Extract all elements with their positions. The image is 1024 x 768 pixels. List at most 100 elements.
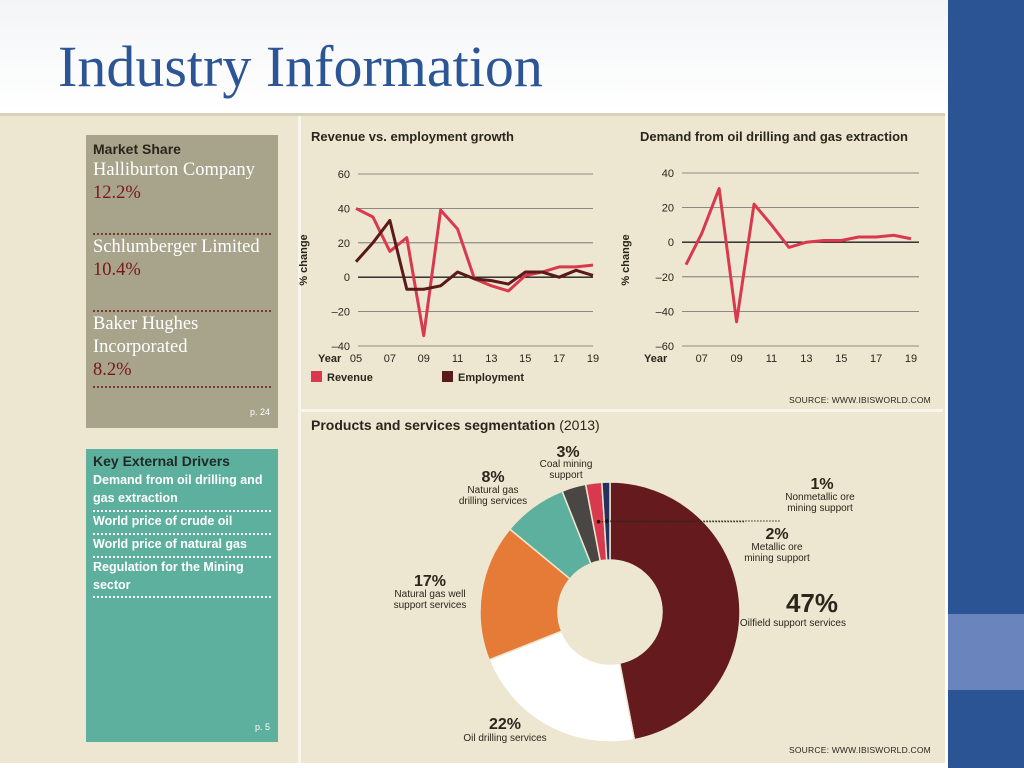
series-line-employment	[354, 218, 594, 291]
x-tick-label: 07	[696, 353, 708, 365]
driver-item: Demand from oil drilling and gas extract…	[93, 473, 263, 505]
legend-swatch-revenue	[311, 371, 322, 382]
x-tick-label: 07	[384, 353, 396, 365]
coal-pct: 3%	[556, 444, 579, 461]
demand-chart: –60 –40 –20 0 20 40 % change Year 07 09 11 13 15 17 19	[620, 168, 919, 365]
x-tick-label: 09	[418, 353, 430, 365]
x-tick-label: 19	[905, 353, 917, 365]
y-tick-label: –20	[332, 307, 350, 319]
leader-dot	[596, 519, 601, 524]
segmentation-chart-title: Products and services segmentation (2013…	[311, 417, 600, 433]
oil-drilling-pct: 22%	[489, 716, 521, 733]
company-halliburton: Halliburton Company 12.2%	[93, 159, 271, 205]
separator	[93, 556, 271, 558]
metallic-label: mining support	[744, 553, 810, 564]
gas-well-label: Natural gas well	[394, 589, 465, 600]
x-axis-label: Year	[644, 353, 668, 365]
separator	[93, 233, 271, 235]
x-tick-label: 19	[587, 353, 599, 365]
metallic-pct: 2%	[765, 526, 788, 543]
donut-slice	[488, 630, 636, 743]
gas-drilling-label: drilling services	[459, 496, 527, 507]
y-tick-label: 40	[662, 168, 674, 180]
segmentation-title-text: Products and services segmentation	[311, 417, 556, 433]
separator	[93, 310, 271, 312]
series-line-demand	[684, 187, 912, 324]
company-share: 12.2%	[93, 183, 141, 203]
gas-drilling-pct: 8%	[481, 469, 504, 486]
page-reference: p. 24	[249, 407, 270, 417]
y-tick-label: 0	[668, 237, 674, 249]
x-tick-label: 15	[835, 353, 847, 365]
y-axis-label: % change	[298, 234, 310, 285]
x-tick-label: 09	[730, 353, 742, 365]
nonmetallic-label: mining support	[787, 503, 853, 514]
x-tick-label: 15	[519, 353, 531, 365]
revenue-employment-chart: –40 –20 0 20 40 60 % change Year 05 07 09 11 13 15 17 1…	[298, 169, 599, 384]
y-tick-label: 20	[662, 203, 674, 215]
demand-chart-title: Demand from oil drilling and gas extract…	[640, 129, 908, 144]
driver-item: World price of crude oil	[93, 514, 233, 528]
key-drivers-heading: Key External Drivers	[93, 453, 230, 469]
market-share-box: Market Share Halliburton Company 12.2% S…	[86, 135, 278, 428]
company-name: Baker Hughes Incorporated	[93, 314, 199, 357]
company-baker-hughes: Baker Hughes Incorporated 8.2%	[93, 313, 271, 382]
x-axis-label: Year	[318, 353, 342, 365]
donut-slice	[479, 528, 571, 661]
y-tick-label: 20	[338, 238, 350, 250]
metallic-label: Metallic ore	[751, 542, 803, 553]
coal-label: Coal mining	[540, 459, 593, 470]
coal-label: support	[549, 470, 583, 481]
x-tick-label: 11	[452, 353, 463, 365]
oil-drilling-label: Oil drilling services	[463, 733, 546, 744]
revenue-chart-title: Revenue vs. employment growth	[311, 129, 514, 144]
panel-top-rule	[0, 113, 945, 116]
company-share: 8.2%	[93, 360, 132, 380]
x-tick-label: 17	[870, 353, 882, 365]
gas-well-pct: 17%	[414, 573, 446, 590]
separator	[93, 386, 271, 388]
company-share: 10.4%	[93, 260, 141, 280]
x-tick-label: 05	[350, 353, 362, 365]
driver-item: World price of natural gas	[93, 537, 247, 551]
slide-header-bg	[0, 0, 948, 110]
x-tick-label: 17	[553, 353, 565, 365]
y-tick-label: –40	[332, 341, 350, 353]
x-tick-label: 13	[485, 353, 497, 365]
separator	[93, 596, 271, 598]
y-tick-label: 60	[338, 169, 350, 181]
nonmetallic-label: Nonmetallic ore	[785, 492, 855, 503]
segmentation-donut-chart: 47%Oilfield support services 22%Oil drill…	[394, 444, 856, 744]
company-schlumberger: Schlumberger Limited 10.4%	[93, 236, 271, 282]
y-tick-label: –40	[656, 306, 674, 318]
panel-divider-vertical	[298, 116, 301, 763]
slide-title: Industry Information	[58, 34, 543, 99]
driver-item: Regulation for the Mining sector	[93, 560, 244, 592]
right-decor-accent	[948, 614, 1024, 690]
segmentation-title-year: (2013)	[559, 417, 600, 433]
y-tick-label: 40	[338, 203, 350, 215]
page-reference: p. 5	[254, 722, 270, 732]
x-tick-label: 11	[766, 353, 777, 365]
y-tick-label: –60	[656, 341, 674, 353]
market-share-heading: Market Share	[93, 141, 181, 157]
company-name: Halliburton Company	[93, 160, 255, 180]
oilfield-label: Oilfield support services	[740, 618, 846, 629]
legend-label-employment: Employment	[458, 372, 524, 384]
oilfield-pct: 47%	[786, 588, 838, 618]
source-note-bottom: SOURCE: WWW.IBISWORLD.COM	[789, 745, 931, 755]
nonmetallic-pct: 1%	[810, 476, 833, 493]
panel-divider-horizontal	[298, 409, 943, 412]
company-name: Schlumberger Limited	[93, 237, 260, 257]
y-axis-label: % change	[620, 234, 632, 285]
gas-well-label: support services	[394, 600, 467, 611]
separator	[93, 533, 271, 535]
gas-drilling-label: Natural gas	[467, 485, 518, 496]
y-tick-label: –20	[656, 272, 674, 284]
legend-swatch-employment	[442, 371, 453, 382]
legend-label-revenue: Revenue	[327, 372, 373, 384]
x-tick-label: 13	[800, 353, 812, 365]
y-tick-label: 0	[344, 272, 350, 284]
source-note-top: SOURCE: WWW.IBISWORLD.COM	[789, 395, 931, 405]
key-drivers-box: Key External Drivers Demand from oil dri…	[86, 449, 278, 742]
